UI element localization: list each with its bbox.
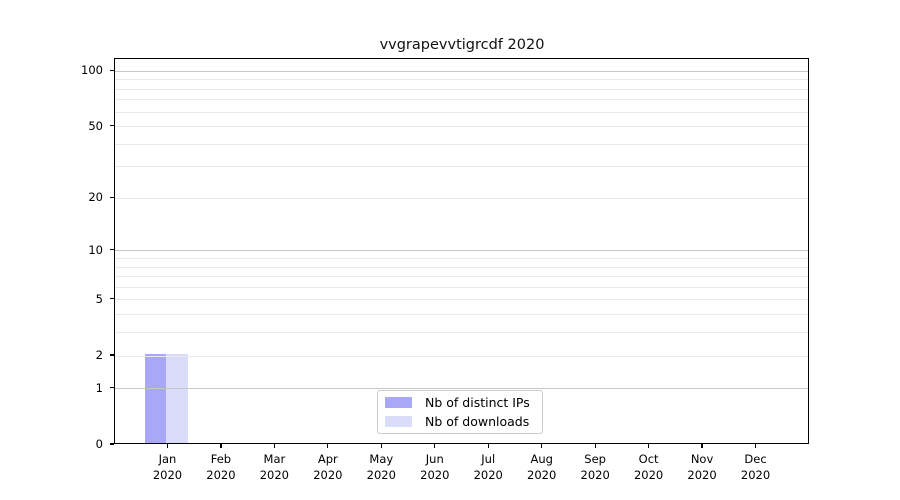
x-tick-mark — [487, 444, 489, 448]
gridline-minor — [115, 126, 808, 128]
y-tick-mark — [110, 124, 114, 127]
legend: Nb of distinct IPs Nb of downloads — [377, 390, 543, 434]
legend-label-downloads: Nb of downloads — [425, 414, 530, 429]
y-tick-mark — [110, 387, 114, 389]
bar-downloads — [166, 354, 188, 443]
y-tick-label: 1 — [95, 380, 103, 395]
chart-title: vvgrapevvtigrcdf 2020 — [379, 37, 545, 53]
y-tick-mark — [110, 354, 114, 356]
y-tick-mark — [110, 69, 114, 71]
y-tick-label: 50 — [88, 118, 103, 133]
legend-label-distinct-ips: Nb of distinct IPs — [425, 395, 530, 410]
x-tick-mark — [166, 444, 169, 448]
gridline-major — [115, 388, 808, 390]
x-tick-mark — [594, 444, 596, 448]
legend-entry-downloads: Nb of downloads — [385, 414, 542, 429]
legend-swatch-downloads — [385, 416, 412, 427]
gridline-major — [115, 250, 808, 252]
legend-entry-distinct-ips: Nb of distinct IPs — [385, 395, 542, 410]
gridline-minor — [115, 197, 808, 199]
legend-swatch-distinct-ips — [385, 397, 412, 408]
gridline-minor — [115, 143, 808, 145]
bars-layer — [115, 59, 808, 443]
x-tick-mark — [380, 444, 382, 448]
gridline-minor — [115, 79, 808, 81]
gridline-minor — [115, 355, 808, 357]
plot-area — [114, 58, 809, 444]
gridline-minor — [115, 257, 808, 259]
x-tick-label: Jun 2020 — [420, 452, 450, 482]
gridline-minor — [115, 276, 808, 278]
x-tick-mark — [701, 444, 703, 448]
x-tick-mark — [434, 444, 436, 448]
x-tick-mark — [327, 444, 329, 448]
x-tick-label: Jan 2020 — [152, 452, 183, 482]
gridline-minor — [115, 299, 808, 301]
y-tick-mark — [110, 298, 114, 300]
x-tick-label: Jul 2020 — [473, 452, 503, 482]
x-tick-label: Nov 2020 — [687, 452, 717, 482]
y-tick-label: 2 — [95, 348, 103, 362]
x-tick-mark — [220, 444, 222, 448]
y-tick-label: 100 — [81, 63, 103, 78]
y-tick-label: 0 — [95, 437, 103, 451]
gridline-minor — [115, 332, 808, 334]
x-tick-mark — [541, 444, 543, 448]
x-tick-label: Sep 2020 — [580, 452, 610, 482]
x-tick-label: Apr 2020 — [313, 452, 343, 482]
y-tick-label: 20 — [88, 190, 103, 205]
gridline-minor — [115, 266, 808, 268]
x-tick-label: Feb 2020 — [206, 452, 236, 482]
bar-distinct-ips — [144, 354, 167, 443]
gridline-minor — [115, 99, 808, 101]
gridline-minor — [115, 166, 808, 168]
y-tick-mark — [110, 443, 114, 445]
x-tick-label: May 2020 — [366, 452, 396, 482]
gridlines-layer — [115, 59, 808, 443]
y-tick-mark — [110, 196, 114, 198]
x-tick-mark — [754, 444, 757, 448]
x-tick-label: Dec 2020 — [740, 452, 771, 482]
gridline-minor — [115, 111, 808, 113]
gridline-minor — [115, 286, 808, 288]
x-tick-mark — [648, 444, 650, 448]
x-tick-label: Aug 2020 — [527, 452, 557, 482]
y-tick-label: 10 — [88, 242, 103, 257]
gridline-minor — [115, 88, 808, 90]
y-tick-label: 5 — [95, 291, 103, 306]
x-tick-label: Oct 2020 — [633, 452, 664, 482]
x-tick-label: Mar 2020 — [259, 452, 290, 482]
gridline-minor — [115, 314, 808, 316]
x-tick-mark — [273, 444, 275, 448]
gridline-major — [115, 70, 808, 72]
y-tick-mark — [110, 249, 114, 251]
